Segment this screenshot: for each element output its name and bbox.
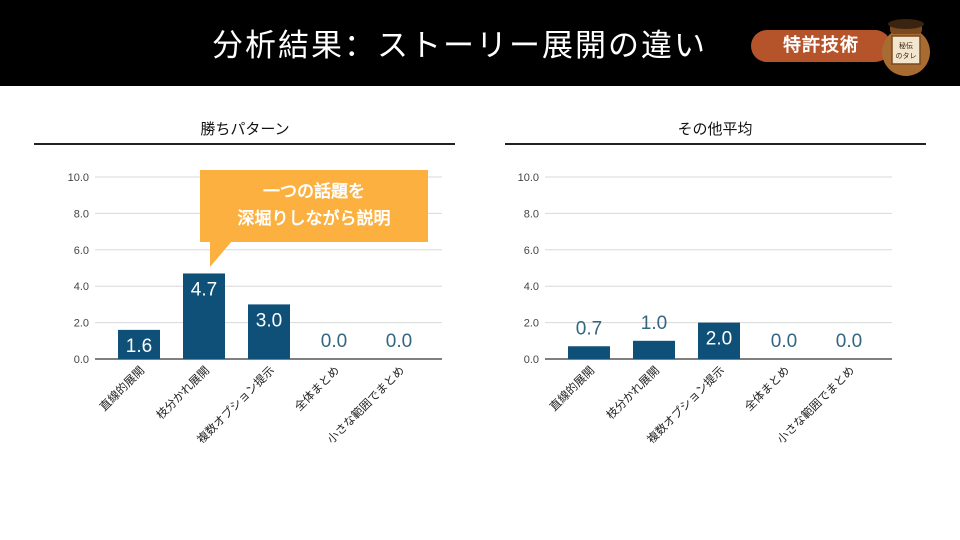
- patent-badge: 特許技術: [751, 30, 891, 62]
- bar: [183, 273, 225, 359]
- bar: [633, 340, 675, 359]
- data-label: 0.0: [771, 331, 797, 352]
- data-label: 4.7: [191, 279, 217, 300]
- page-title: 分析結果：ストーリー展開の違い: [212, 28, 707, 64]
- data-label: 0.0: [386, 331, 412, 352]
- y-tick-label: 8.0: [524, 208, 539, 220]
- y-tick-label: 10.0: [68, 172, 89, 184]
- svg-text:のタレ: のタレ: [896, 51, 917, 60]
- bar: [698, 322, 740, 359]
- callout-line-2: 深堀りしながら説明: [237, 209, 391, 229]
- title-rule-right: [505, 143, 926, 145]
- x-tick-label: 全体まとめ: [292, 363, 343, 414]
- bar-chart-others-average: 0.02.04.06.08.010.00.7直線的展開1.0枝分かれ展開2.0複…: [518, 172, 892, 446]
- x-tick-label: 枝分かれ展開: [153, 363, 212, 422]
- bar-chart-winning-pattern: 0.02.04.06.08.010.01.6直線的展開4.7枝分かれ展開3.0複…: [68, 172, 442, 446]
- data-label: 0.0: [836, 331, 862, 352]
- bar: [568, 346, 610, 359]
- callout-line-1: 一つの話題を: [263, 182, 365, 202]
- y-tick-label: 4.0: [74, 281, 89, 293]
- svg-text:秘伝: 秘伝: [899, 41, 913, 50]
- x-tick-label: 直線的展開: [97, 363, 148, 414]
- y-tick-label: 8.0: [74, 208, 89, 220]
- data-label: 2.0: [706, 329, 732, 350]
- x-tick-label: 全体まとめ: [742, 363, 793, 414]
- header-bar: 分析結果：ストーリー展開の違い 特許技術 秘伝 のタレ: [0, 0, 960, 86]
- x-tick-label: 直線的展開: [547, 363, 598, 414]
- y-tick-label: 2.0: [524, 318, 539, 330]
- y-tick-label: 6.0: [524, 245, 539, 257]
- bar: [248, 304, 290, 359]
- callout-box: 一つの話題を 深堀りしながら説明: [200, 170, 428, 242]
- y-tick-label: 6.0: [74, 245, 89, 257]
- y-tick-label: 0.0: [74, 354, 89, 366]
- data-label: 0.0: [321, 331, 347, 352]
- data-label: 0.7: [576, 318, 602, 339]
- y-tick-label: 2.0: [74, 318, 89, 330]
- data-label: 1.0: [641, 313, 667, 334]
- chart-title-left: 勝ちパターン: [200, 120, 290, 138]
- y-tick-label: 4.0: [524, 281, 539, 293]
- callout-tail: [210, 241, 232, 267]
- data-label: 3.0: [256, 310, 282, 331]
- title-rule-left: [34, 143, 455, 145]
- chart-title-right: その他平均: [677, 120, 753, 138]
- y-tick-label: 0.0: [524, 354, 539, 366]
- bar: [118, 329, 160, 359]
- data-label: 1.6: [126, 336, 152, 357]
- sauce-pot-icon: 秘伝 のタレ: [882, 19, 930, 76]
- x-tick-label: 枝分かれ展開: [603, 363, 662, 422]
- y-tick-label: 10.0: [518, 172, 539, 184]
